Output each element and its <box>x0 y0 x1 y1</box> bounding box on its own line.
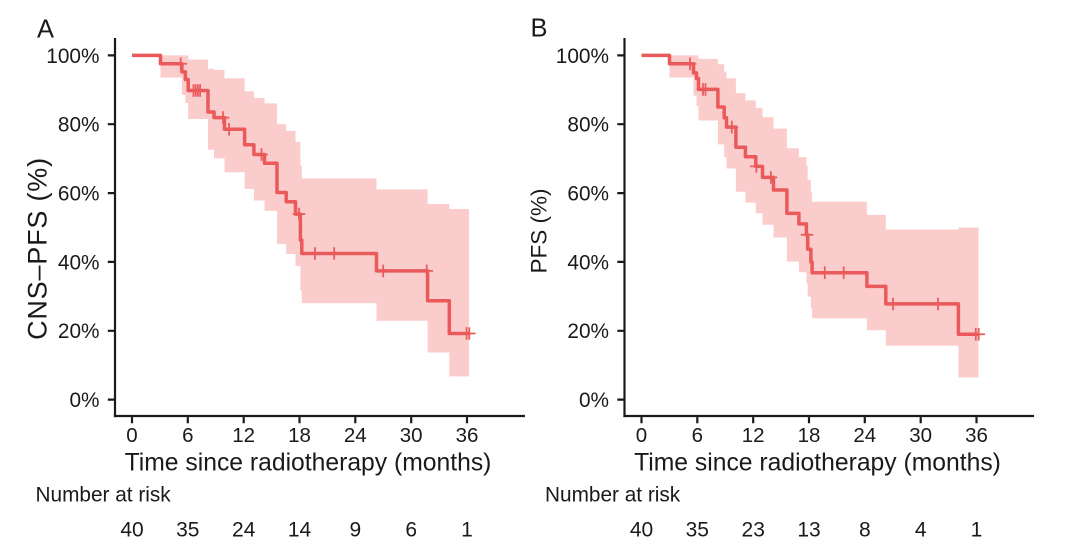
svg-text:CNS–PFS (%): CNS–PFS (%) <box>23 157 53 340</box>
svg-text:6: 6 <box>405 519 417 542</box>
svg-text:Time since radiotherapy (month: Time since radiotherapy (months) <box>125 450 492 477</box>
svg-text:80%: 80% <box>567 114 609 137</box>
svg-text:20%: 20% <box>567 320 609 343</box>
svg-text:A: A <box>37 16 54 44</box>
svg-text:4: 4 <box>915 519 927 542</box>
svg-text:9: 9 <box>349 519 361 542</box>
svg-text:36: 36 <box>456 424 479 447</box>
svg-text:0%: 0% <box>579 389 609 412</box>
svg-text:18: 18 <box>798 424 821 447</box>
svg-text:0: 0 <box>636 424 647 447</box>
svg-text:0: 0 <box>126 424 137 447</box>
svg-text:36: 36 <box>965 424 988 447</box>
svg-text:1: 1 <box>971 519 983 542</box>
svg-text:6: 6 <box>182 424 193 447</box>
svg-text:18: 18 <box>288 424 311 447</box>
svg-text:30: 30 <box>400 424 423 447</box>
svg-text:40: 40 <box>120 519 143 542</box>
svg-text:13: 13 <box>797 519 820 542</box>
svg-text:6: 6 <box>692 424 703 447</box>
svg-text:35: 35 <box>686 519 709 542</box>
svg-text:60%: 60% <box>58 183 100 206</box>
svg-text:14: 14 <box>288 519 312 542</box>
svg-text:60%: 60% <box>567 183 609 206</box>
svg-text:100%: 100% <box>46 45 99 68</box>
svg-text:40%: 40% <box>567 251 609 274</box>
svg-text:12: 12 <box>232 424 255 447</box>
svg-text:23: 23 <box>742 519 765 542</box>
svg-text:1: 1 <box>461 519 473 542</box>
svg-text:40: 40 <box>630 519 653 542</box>
svg-text:Number at risk: Number at risk <box>545 484 681 507</box>
svg-text:20%: 20% <box>58 320 100 343</box>
svg-text:B: B <box>531 15 548 43</box>
svg-text:30: 30 <box>909 424 932 447</box>
svg-text:8: 8 <box>859 519 871 542</box>
svg-text:24: 24 <box>853 424 876 447</box>
svg-text:100%: 100% <box>556 45 609 68</box>
svg-text:24: 24 <box>232 519 256 542</box>
svg-text:Time since radiotherapy (month: Time since radiotherapy (months) <box>634 450 1001 477</box>
svg-text:0%: 0% <box>69 389 99 412</box>
svg-text:80%: 80% <box>58 114 100 137</box>
svg-text:35: 35 <box>176 519 199 542</box>
svg-text:12: 12 <box>742 424 765 447</box>
svg-text:Number at risk: Number at risk <box>36 484 172 507</box>
svg-text:40%: 40% <box>58 251 100 274</box>
svg-text:24: 24 <box>344 424 367 447</box>
svg-text:PFS (%): PFS (%) <box>527 188 552 273</box>
